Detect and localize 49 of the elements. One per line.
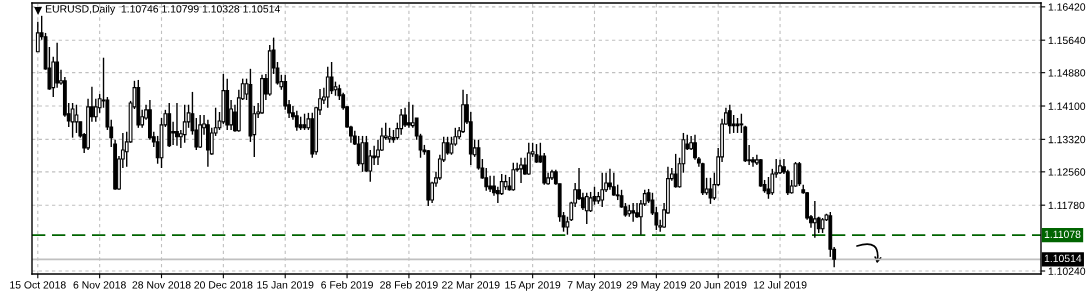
candlestick — [182, 104, 187, 144]
candlestick — [198, 114, 203, 149]
ref-line-label: 1.10514 — [1044, 254, 1082, 263]
x-tick-label: 20 Jun 2019 — [690, 281, 747, 289]
candlestick — [356, 135, 361, 167]
x-tick-label: 15 Jan 2019 — [257, 281, 314, 289]
candlestick — [325, 65, 330, 109]
x-tick-label: 6 Nov 2018 — [73, 281, 126, 289]
y-tick-label: 1.14100 — [1048, 102, 1086, 110]
ref-line-label: 1.11078 — [1044, 230, 1081, 238]
x-tick-label: 12 Jul 2019 — [753, 280, 807, 289]
candlestick — [511, 162, 516, 192]
x-tick-label: 22 Mar 2019 — [442, 281, 500, 289]
y-tick-label: 1.10240 — [1048, 267, 1086, 275]
candlestick — [600, 172, 605, 208]
candlestick — [329, 61, 334, 95]
y-tick-label: 1.12560 — [1048, 168, 1086, 176]
candlestick — [588, 191, 593, 213]
candlestick — [611, 172, 616, 197]
chart-title: EURUSD,Daily 1.10746 1.10799 1.10328 1.10514 — [45, 4, 280, 15]
candlestick — [407, 101, 411, 129]
y-tick-label: 1.14880 — [1048, 69, 1086, 77]
candlestick — [175, 102, 179, 147]
x-tick-label: 20 Dec 2018 — [194, 281, 253, 289]
candlestick — [55, 42, 60, 89]
candlestick — [70, 102, 75, 139]
candlestick — [376, 139, 380, 166]
candlestick — [766, 176, 771, 200]
candlestick — [93, 98, 98, 123]
candlestick — [797, 161, 802, 187]
x-tick-label: 28 Feb 2019 — [380, 280, 438, 289]
x-tick-label: 28 Nov 2018 — [132, 281, 191, 289]
candlestick — [534, 143, 539, 164]
candlestick — [519, 157, 523, 184]
candlestick — [708, 177, 713, 205]
y-tick-label: 1.13320 — [1048, 135, 1086, 144]
x-tick-label: 7 May 2019 — [567, 281, 622, 291]
x-tick-label: 6 Feb 2019 — [321, 280, 373, 289]
y-tick-label: 1.11780 — [1048, 201, 1085, 210]
candlestick — [294, 110, 299, 132]
x-tick-label: 15 Apr 2019 — [505, 281, 561, 291]
y-tick-label: 1.16420 — [1048, 3, 1086, 11]
candlestick — [631, 202, 636, 223]
x-tick-label: 29 May 2019 — [626, 281, 686, 291]
candlestick — [74, 104, 79, 134]
x-tick-label: 15 Oct 2018 — [10, 281, 66, 289]
candlestick — [399, 108, 404, 136]
candlestick — [635, 202, 639, 219]
y-tick-label: 1.15640 — [1048, 36, 1086, 45]
